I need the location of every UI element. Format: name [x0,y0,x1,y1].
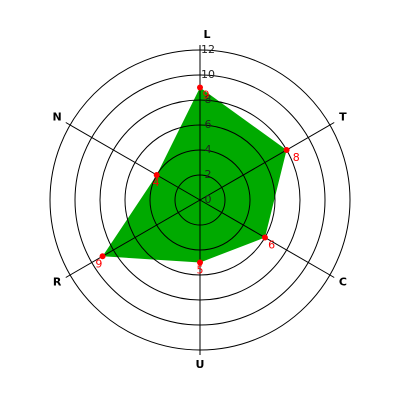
axis-label: T [339,111,347,124]
value-label: 9 [95,257,102,270]
axis-line [65,122,201,201]
data-point [261,234,268,241]
data-area [102,87,287,263]
value-label: 8 [293,151,300,164]
r-tick-label: 2 [205,168,212,181]
axis-label: N [52,111,61,124]
r-tick-label: 8 [205,93,212,106]
axis-line [199,122,335,201]
value-label: 4 [153,176,160,189]
axis-label: U [196,358,205,371]
data-point [99,253,106,260]
value-label: 9 [203,89,210,102]
r-tick-label: 10 [201,68,215,81]
r-tick-label: 12 [201,43,215,56]
value-label: 6 [268,239,275,252]
axis-label: C [339,276,347,289]
r-tick-label: 6 [205,118,212,131]
data-point [283,147,290,153]
axis-label: R [53,276,62,289]
data-point [197,84,203,91]
r-tick-label: 0 [205,193,212,206]
r-tick-label: 4 [205,143,212,156]
data-point [197,259,203,266]
axis-label: L [203,28,210,41]
value-label: 5 [197,264,204,277]
axis-line [65,199,201,278]
data-point [153,172,160,178]
